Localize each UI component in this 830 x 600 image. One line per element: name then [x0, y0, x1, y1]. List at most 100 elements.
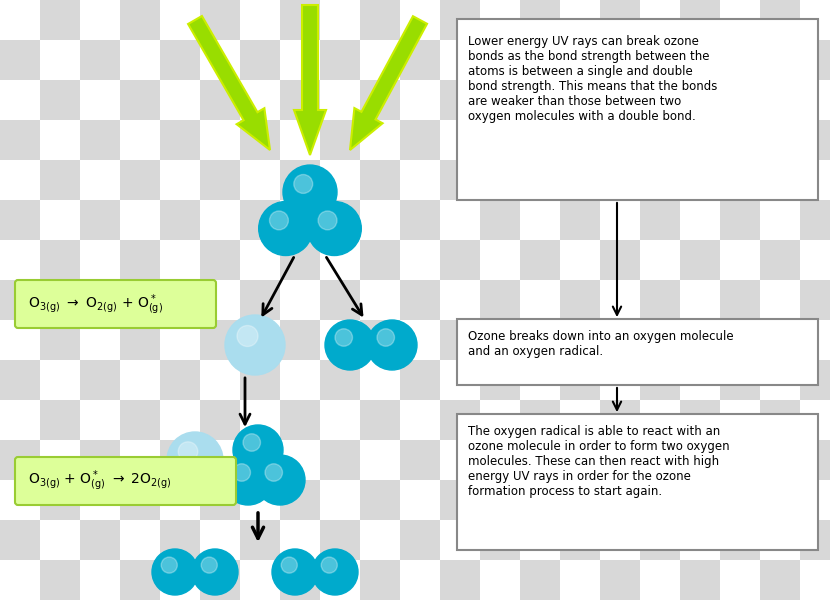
- Bar: [600, 280, 640, 320]
- Bar: [0, 520, 40, 560]
- Bar: [800, 280, 830, 320]
- Bar: [360, 320, 400, 360]
- Bar: [800, 560, 830, 600]
- Bar: [40, 440, 80, 480]
- Bar: [760, 360, 800, 400]
- Bar: [640, 280, 680, 320]
- Bar: [120, 560, 160, 600]
- Bar: [400, 320, 440, 360]
- Bar: [80, 480, 120, 520]
- Bar: [120, 200, 160, 240]
- Bar: [120, 400, 160, 440]
- Bar: [200, 80, 240, 120]
- Bar: [800, 400, 830, 440]
- Bar: [520, 480, 560, 520]
- Bar: [720, 0, 760, 40]
- Bar: [320, 120, 360, 160]
- Bar: [400, 560, 440, 600]
- Bar: [560, 320, 600, 360]
- Bar: [520, 280, 560, 320]
- Bar: [200, 0, 240, 40]
- Bar: [480, 200, 520, 240]
- Bar: [560, 440, 600, 480]
- Bar: [600, 400, 640, 440]
- Bar: [160, 560, 200, 600]
- Bar: [680, 240, 720, 280]
- Bar: [520, 120, 560, 160]
- Circle shape: [294, 175, 313, 193]
- Bar: [80, 360, 120, 400]
- Bar: [680, 40, 720, 80]
- Bar: [760, 80, 800, 120]
- FancyBboxPatch shape: [15, 457, 236, 505]
- Bar: [720, 40, 760, 80]
- Bar: [200, 40, 240, 80]
- Bar: [600, 0, 640, 40]
- Circle shape: [152, 549, 198, 595]
- Bar: [240, 160, 280, 200]
- Bar: [640, 240, 680, 280]
- Bar: [200, 400, 240, 440]
- Bar: [320, 240, 360, 280]
- Bar: [560, 240, 600, 280]
- Bar: [760, 160, 800, 200]
- Bar: [720, 520, 760, 560]
- Bar: [280, 240, 320, 280]
- Bar: [360, 480, 400, 520]
- Bar: [40, 560, 80, 600]
- Bar: [160, 120, 200, 160]
- Bar: [280, 160, 320, 200]
- Circle shape: [367, 320, 417, 370]
- Bar: [800, 440, 830, 480]
- Bar: [360, 440, 400, 480]
- Bar: [760, 120, 800, 160]
- Bar: [520, 400, 560, 440]
- Circle shape: [265, 464, 282, 481]
- Bar: [680, 280, 720, 320]
- Bar: [640, 440, 680, 480]
- Bar: [440, 240, 480, 280]
- FancyBboxPatch shape: [457, 19, 818, 200]
- Bar: [480, 520, 520, 560]
- Bar: [400, 160, 440, 200]
- Bar: [480, 0, 520, 40]
- Bar: [160, 200, 200, 240]
- Circle shape: [243, 434, 261, 451]
- Bar: [160, 320, 200, 360]
- Bar: [520, 560, 560, 600]
- Bar: [600, 80, 640, 120]
- Bar: [40, 360, 80, 400]
- Bar: [480, 360, 520, 400]
- Bar: [320, 80, 360, 120]
- Bar: [120, 240, 160, 280]
- Bar: [240, 440, 280, 480]
- Bar: [320, 280, 360, 320]
- Bar: [520, 240, 560, 280]
- Bar: [640, 480, 680, 520]
- Bar: [760, 440, 800, 480]
- Bar: [680, 440, 720, 480]
- Text: Ozone breaks down into an oxygen molecule
and an oxygen radical.: Ozone breaks down into an oxygen molecul…: [468, 330, 734, 358]
- Bar: [600, 480, 640, 520]
- Bar: [40, 280, 80, 320]
- Bar: [440, 160, 480, 200]
- Bar: [0, 80, 40, 120]
- Bar: [560, 40, 600, 80]
- Bar: [800, 520, 830, 560]
- Bar: [720, 560, 760, 600]
- Bar: [160, 440, 200, 480]
- Bar: [40, 0, 80, 40]
- Bar: [160, 520, 200, 560]
- Bar: [680, 360, 720, 400]
- Bar: [120, 40, 160, 80]
- Bar: [440, 80, 480, 120]
- Bar: [440, 120, 480, 160]
- Bar: [640, 360, 680, 400]
- Bar: [720, 280, 760, 320]
- Bar: [560, 0, 600, 40]
- Bar: [280, 400, 320, 440]
- Bar: [560, 120, 600, 160]
- Bar: [440, 200, 480, 240]
- Bar: [440, 320, 480, 360]
- Bar: [80, 400, 120, 440]
